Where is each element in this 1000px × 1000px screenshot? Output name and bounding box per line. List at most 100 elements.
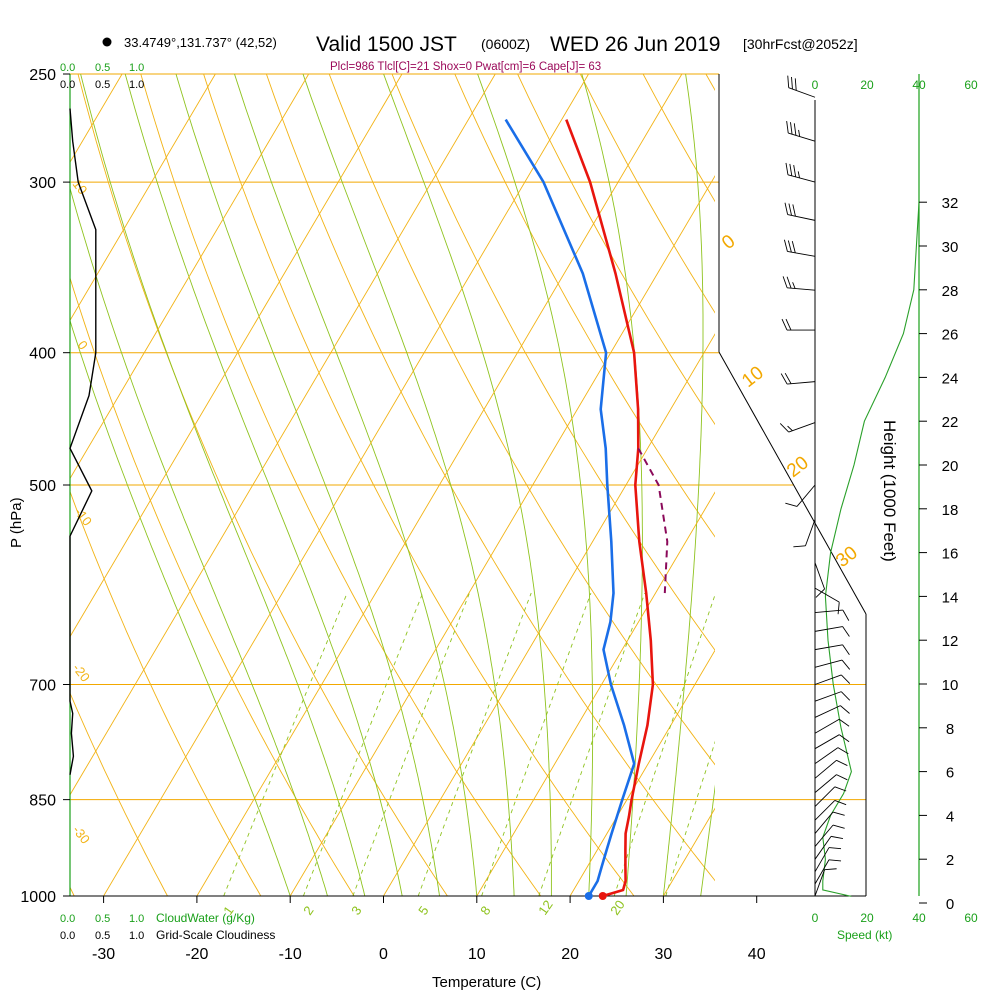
isotherm--90 (0, 74, 29, 896)
temperature-tick-label: 40 (748, 946, 766, 963)
wind-barb-staff (814, 836, 832, 860)
pressure-axis: 250 300 400 500 700 850 1000 (20, 67, 70, 906)
wind-barb-staff (814, 562, 825, 590)
speed-tick-top: 60 (964, 78, 978, 92)
location-marker-icon (102, 37, 112, 47)
height-tick-label: 14 (942, 589, 959, 606)
wind-barb-staff (814, 800, 836, 821)
height-tick-label: 26 (942, 327, 959, 344)
wind-barb-feather (780, 373, 788, 385)
temperature-tick-label: 20 (561, 946, 579, 963)
temperature-tick-label: 0 (379, 946, 388, 963)
mixing-ratio-3 (352, 592, 470, 896)
height-tick-label: 6 (946, 765, 954, 782)
wind-barb-feather (832, 811, 845, 816)
cloudwater-scale-top-2: 1.0 (129, 62, 144, 74)
speed-tick-top: 20 (860, 78, 874, 92)
height-tick-label: 32 (942, 195, 959, 212)
wind-barb-feather (790, 122, 793, 135)
wind-barb-staff (788, 422, 816, 433)
wind-barb-feather (789, 163, 793, 176)
wind-barb (814, 718, 850, 734)
height-tick-label: 24 (942, 370, 959, 387)
wind-barb (782, 276, 816, 291)
wind-barb-staff (814, 644, 843, 651)
wind-barb (814, 786, 847, 807)
isotherm-20 (569, 649, 715, 896)
cloudwater-scale-top-1: 0.5 (95, 62, 110, 74)
mixing-ratio-label: 8 (477, 903, 493, 918)
moist-adiabat-34 (700, 784, 715, 896)
wind-barb-feather (836, 759, 848, 766)
wind-barb-feather (791, 241, 796, 253)
moist-adiabat--2 (80, 74, 366, 896)
wind-barb (814, 659, 851, 670)
mixing-ratio-label: 20 (607, 897, 628, 917)
wind-barb (814, 847, 842, 873)
mixing-ratio-12 (538, 592, 646, 896)
height-tick-label: 2 (946, 852, 954, 869)
wind-barb-staff (814, 718, 840, 734)
speed-tick-bottom: 20 (860, 911, 874, 925)
moist-adiabat-22 (477, 74, 594, 896)
dry-adiabat-280 (77, 74, 448, 896)
moist-adiabat-30 (662, 74, 704, 896)
isotherm--40 (70, 74, 496, 796)
height-tick-label: 30 (942, 239, 959, 256)
wind-barb-feather (828, 859, 842, 862)
height-tick-label: 12 (942, 633, 959, 650)
mixing-ratio-label: 3 (348, 903, 364, 918)
moist-adiabat-26 (581, 74, 643, 896)
isotherm-10 (476, 491, 715, 896)
wind-barb-staff (814, 774, 837, 793)
wind-barb (814, 859, 842, 885)
moist-adiabat-grid (70, 74, 715, 896)
dry-adiabat-340 (454, 74, 715, 538)
wind-barb-staff (814, 747, 839, 765)
moist-adiabat-18 (383, 74, 552, 896)
wind-barb-feather (784, 372, 792, 384)
wind-barb-feather (786, 120, 789, 134)
height-axis-title: Height (1000 Feet) (880, 420, 899, 562)
wind-barb-feather (791, 76, 793, 90)
wind-barb (793, 519, 816, 548)
wind-barb-feather (836, 774, 848, 781)
isotherm--20 (196, 74, 683, 896)
dewpoint-line (504, 118, 636, 897)
cloudwater-scale-bottom-0: 0.0 (60, 913, 75, 925)
wind-barb (814, 674, 851, 685)
upper-isotherm-label: 30 (832, 542, 862, 572)
isotherm--50 (70, 74, 403, 638)
pressure-tick-label: 250 (29, 67, 56, 84)
wind-barb-staff (814, 587, 840, 603)
wind-barb-staff (805, 519, 816, 547)
wind-barb (814, 868, 837, 897)
dry-adiabat-270 (70, 276, 355, 896)
wind-barb (784, 202, 816, 221)
isotherm-0 (383, 333, 715, 896)
mixing-ratio-20 (613, 593, 715, 896)
wind-barb-feather (830, 835, 844, 840)
temperature-tick-label: 30 (655, 946, 673, 963)
wind-barb-half-feather (792, 282, 796, 289)
cloudiness-scale-bottom-1: 0.5 (95, 930, 110, 942)
height-tick-label: 16 (942, 546, 959, 563)
wind-barb-staff (814, 659, 843, 668)
isotherm-50 (850, 74, 1000, 896)
cloudiness-scale-top-1: 0.5 (95, 79, 110, 91)
speed-tick-bottom: 40 (912, 911, 926, 925)
height-tick-label: 4 (946, 808, 954, 825)
wind-barb (814, 747, 849, 765)
temperature-tick-label: -10 (279, 946, 302, 963)
y-axis-title: P (hPa) (8, 497, 25, 548)
wind-barb-staff (814, 626, 843, 632)
cloudwater-scale-top-0: 0.0 (60, 62, 75, 74)
height-tick-label: 22 (942, 414, 959, 431)
dry-adiabat-420 (941, 50, 1000, 925)
mixing-ratio-label: 5 (415, 903, 431, 918)
wind-barb-feather (840, 674, 851, 684)
dry-adiabat-grid (70, 50, 1000, 925)
wind-barb-feather (785, 162, 789, 175)
